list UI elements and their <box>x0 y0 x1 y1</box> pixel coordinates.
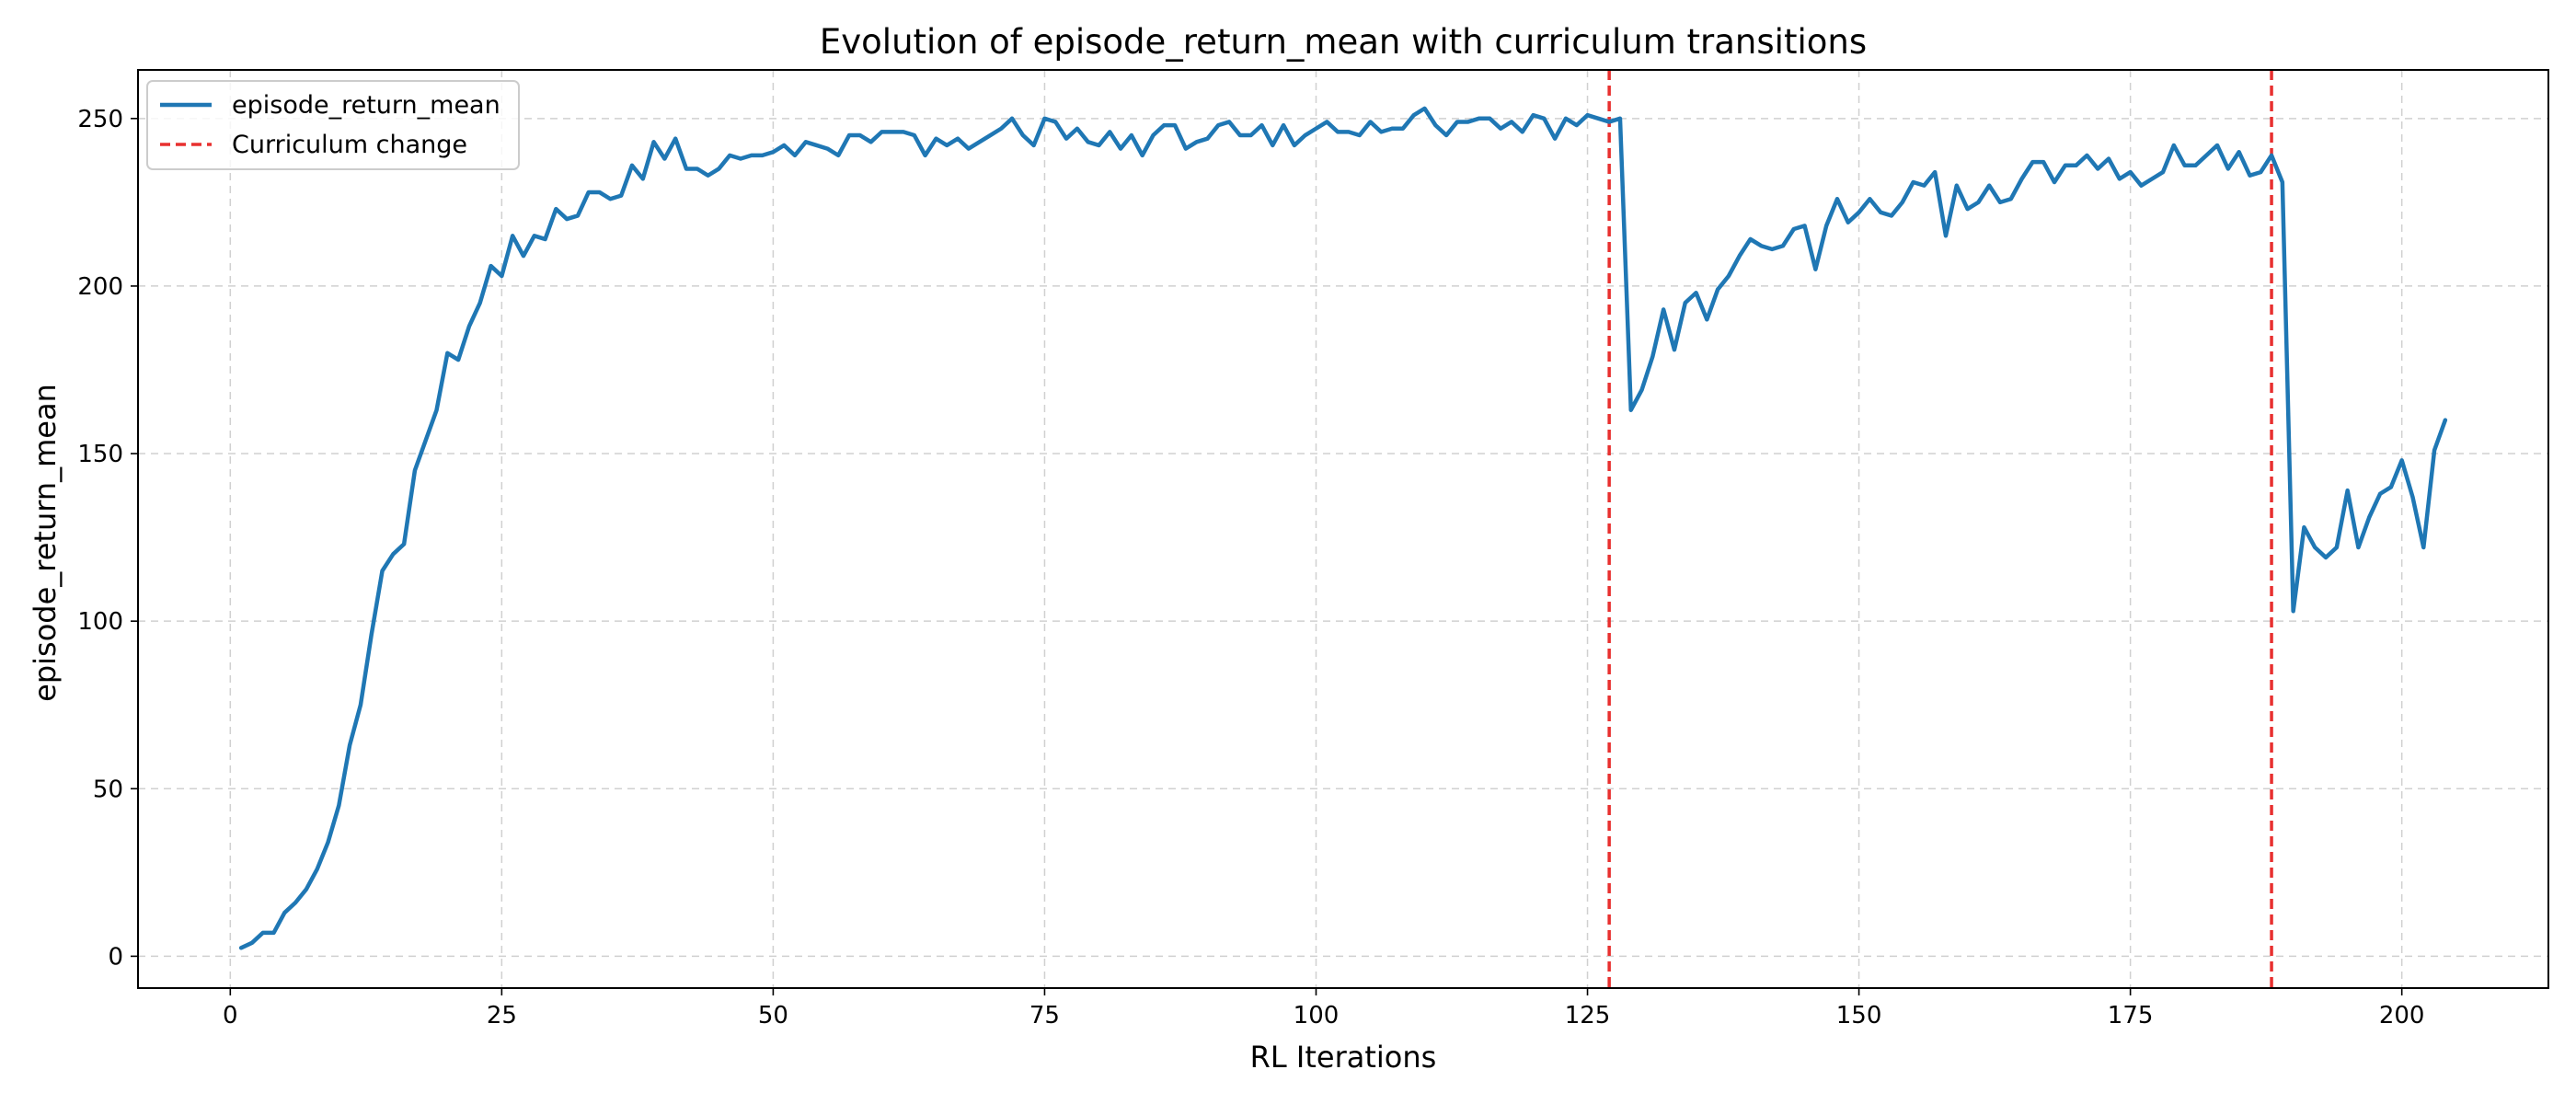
curriculum-change-lines <box>1607 70 2273 988</box>
x-tick-label: 100 <box>1294 1002 1340 1029</box>
x-tick-label: 125 <box>1565 1002 1611 1029</box>
plot-frame <box>137 69 2549 989</box>
x-tick-label: 175 <box>2108 1002 2154 1029</box>
x-tick-label: 150 <box>1836 1002 1882 1029</box>
grid <box>138 70 2548 988</box>
y-axis-ticks: 0 50 100 150 200 250 <box>77 106 138 971</box>
y-tick-label: 100 <box>77 608 123 636</box>
x-tick-label: 200 <box>2379 1002 2425 1029</box>
legend-label-curriculum: Curriculum change <box>232 131 467 159</box>
legend-box <box>146 80 520 170</box>
series-line-episode-return-mean <box>238 106 2448 950</box>
legend-label-series: episode_return_mean <box>232 91 500 120</box>
x-tick-label: 50 <box>758 1002 788 1029</box>
chart-title: Evolution of episode_return_mean with cu… <box>820 22 1867 62</box>
y-tick-label: 200 <box>77 273 123 301</box>
x-tick-label: 25 <box>487 1002 517 1029</box>
x-tick-label: 75 <box>1029 1002 1060 1029</box>
y-tick-label: 0 <box>108 943 123 971</box>
y-tick-label: 150 <box>77 441 123 468</box>
x-axis-label: RL Iterations <box>1250 1040 1437 1075</box>
y-tick-label: 50 <box>93 776 123 803</box>
y-axis-label: episode_return_mean <box>28 384 63 702</box>
x-tick-label: 0 <box>223 1002 238 1029</box>
x-axis-ticks: 0 25 50 75 100 125 150 175 200 <box>223 988 2424 1029</box>
series-layer <box>238 106 2448 950</box>
legend: episode_return_mean Curriculum change <box>146 80 520 170</box>
y-tick-label: 250 <box>77 106 123 133</box>
